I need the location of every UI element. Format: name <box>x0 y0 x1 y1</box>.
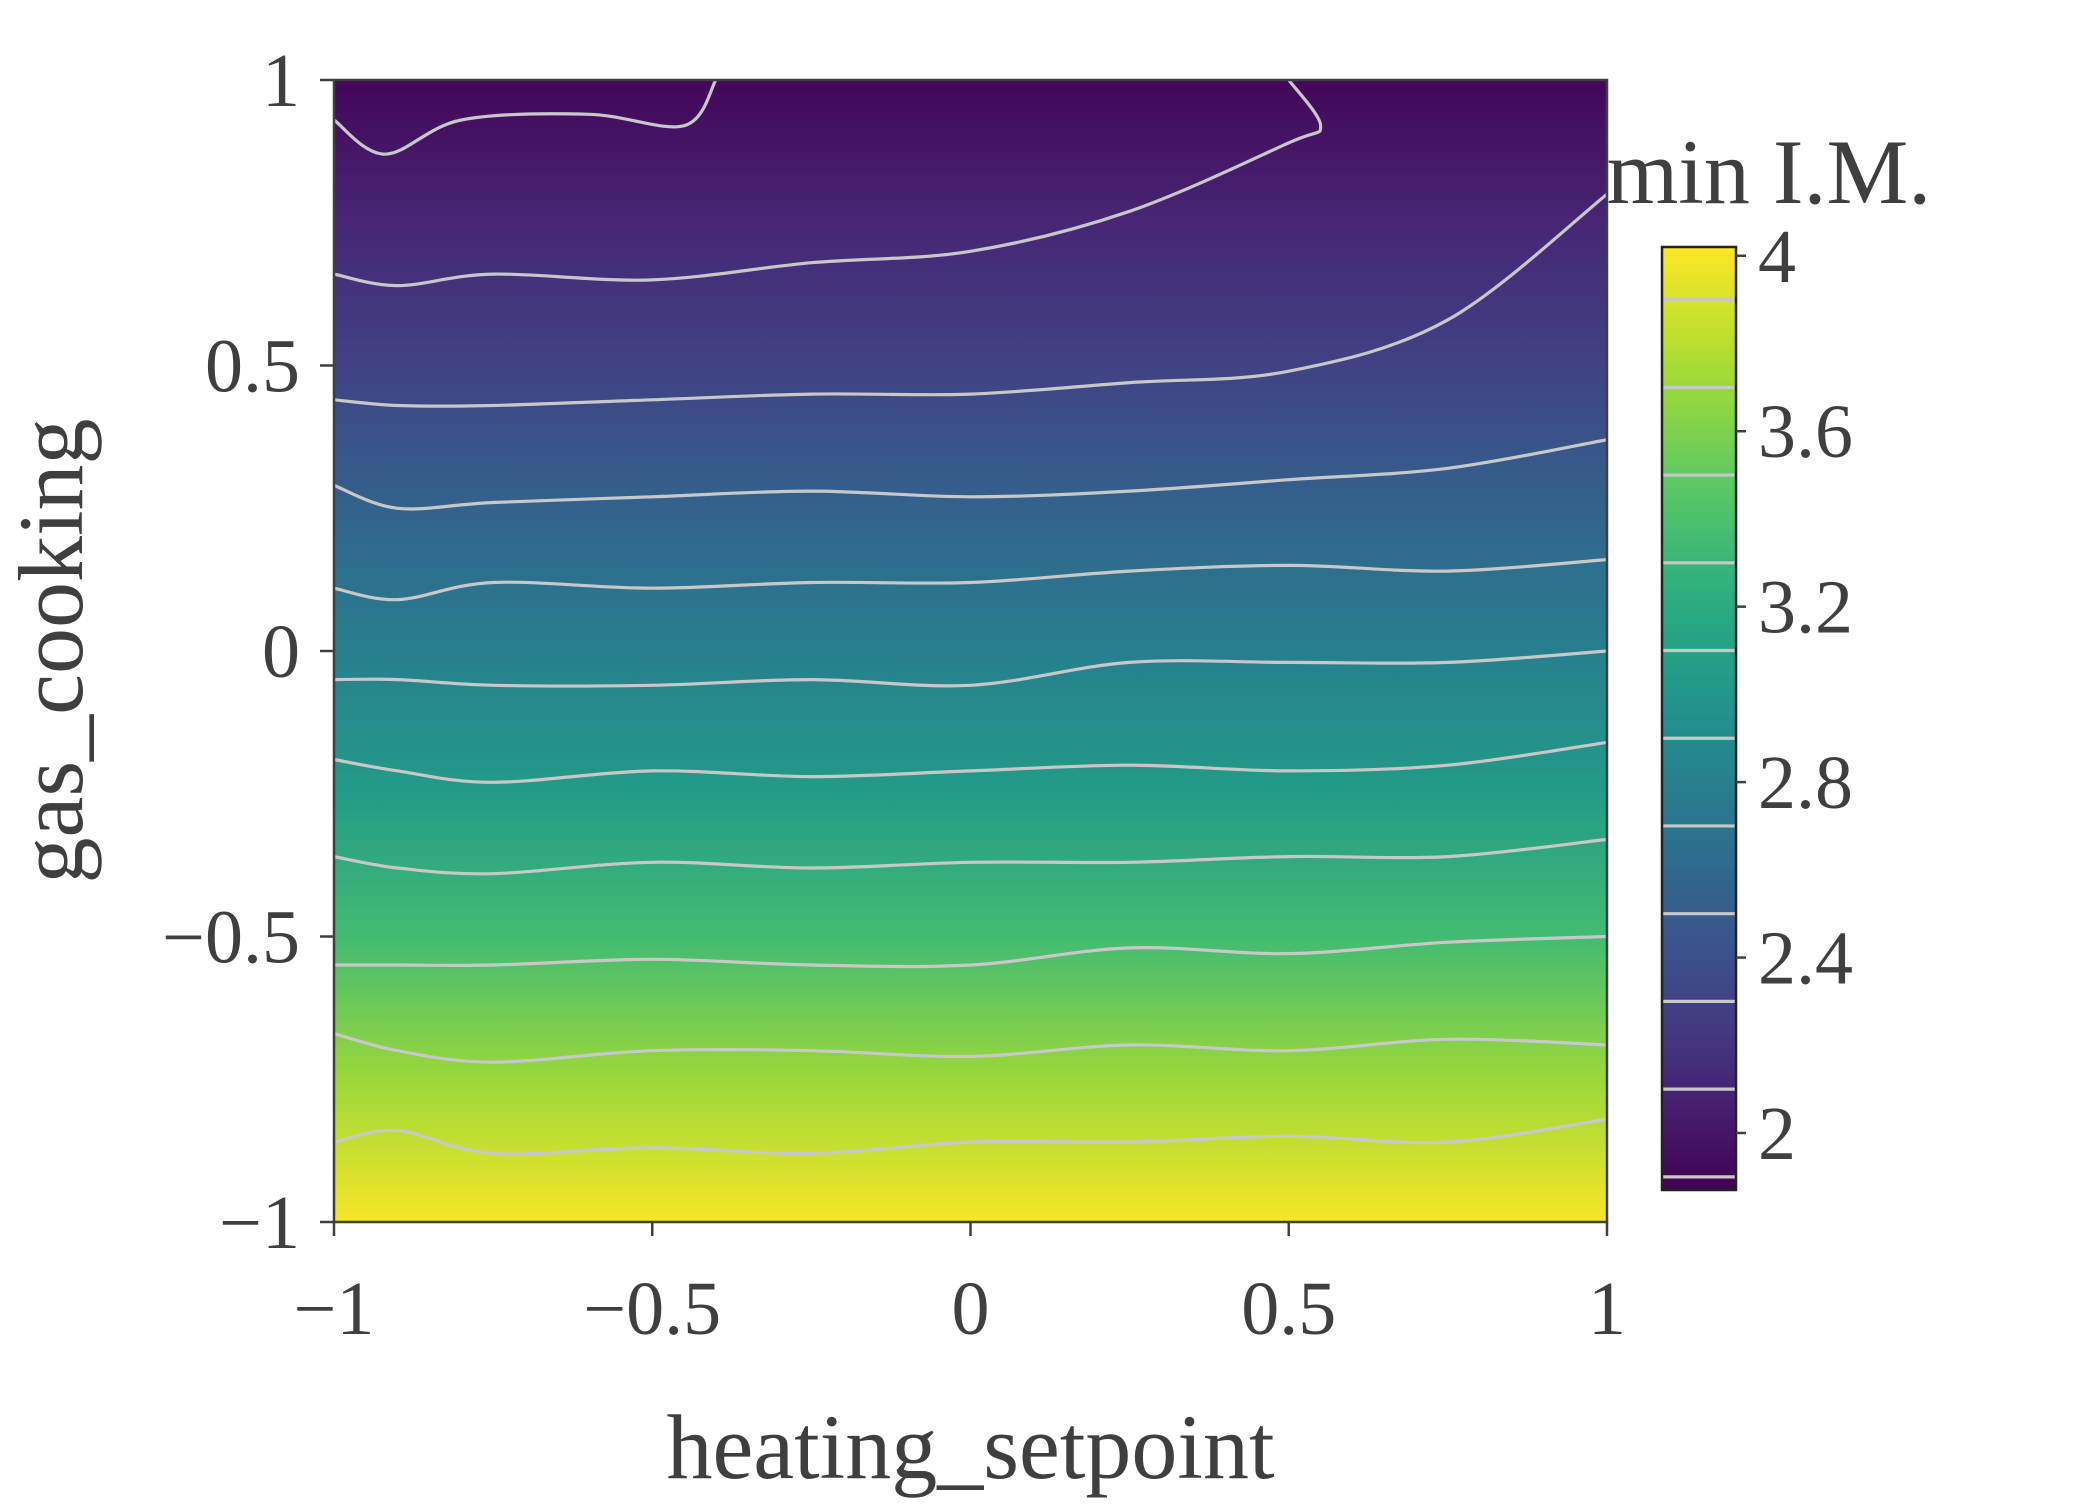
x-tick-label: 0.5 <box>1241 1267 1336 1351</box>
colorbar-tick-label: 3.6 <box>1758 390 1853 474</box>
colorbar-tick-label: 3.2 <box>1758 566 1853 650</box>
contour-line-3 <box>334 837 1607 876</box>
y-axis-label: gas_cooking <box>0 418 102 883</box>
colorbar-tick-label: 2.8 <box>1758 741 1853 825</box>
x-axis-label: heating_setpoint <box>666 1396 1275 1498</box>
x-axis: −1 −0.5 0 0.5 1 <box>294 1222 1626 1351</box>
colorbar-frame <box>1660 245 1738 1192</box>
y-tick-label: −0.5 <box>162 896 300 980</box>
contour-line-4 <box>334 740 1607 784</box>
contour-line-1 <box>334 1032 1607 1064</box>
y-tick-label: 0 <box>262 610 300 694</box>
heatmap-field <box>334 80 1607 1222</box>
colorbar-tick-label: 2 <box>1758 1092 1796 1176</box>
y-axis: −1 −0.5 0 0.5 1 <box>162 39 334 1265</box>
contour-lines <box>334 80 1607 1156</box>
y-tick-label: 1 <box>262 39 300 123</box>
x-tick-label: 0 <box>952 1267 990 1351</box>
y-tick-label: −1 <box>219 1181 300 1265</box>
colorbar-gradient <box>1662 247 1736 1190</box>
colorbar-title: min I.M. <box>1607 121 1932 223</box>
contour-line-6 <box>334 558 1607 602</box>
x-tick-label: −0.5 <box>583 1267 721 1351</box>
contour-line-0 <box>334 1117 1607 1156</box>
x-tick-label: −1 <box>294 1267 375 1351</box>
x-tick-label: 1 <box>1588 1267 1626 1351</box>
contour-line-2 <box>334 934 1607 969</box>
plot-area <box>332 78 1609 1224</box>
contour-line-8 <box>334 192 1607 408</box>
contour-line-10 <box>334 80 718 156</box>
contour-line-5 <box>334 649 1607 688</box>
colorbar-level-lines <box>1662 298 1736 1179</box>
contour-line-9 <box>334 80 1323 288</box>
y-tick-label: 0.5 <box>205 325 300 409</box>
colorbar: min I.M. 2 2.4 2.8 3.2 3.6 4 <box>1607 121 1932 1192</box>
colorbar-tick-label: 4 <box>1758 215 1796 299</box>
colorbar-tick-label: 2.4 <box>1758 917 1853 1001</box>
colorbar-ticks: 2 2.4 2.8 3.2 3.6 4 <box>1736 215 1853 1176</box>
contour-line-7 <box>334 438 1607 511</box>
